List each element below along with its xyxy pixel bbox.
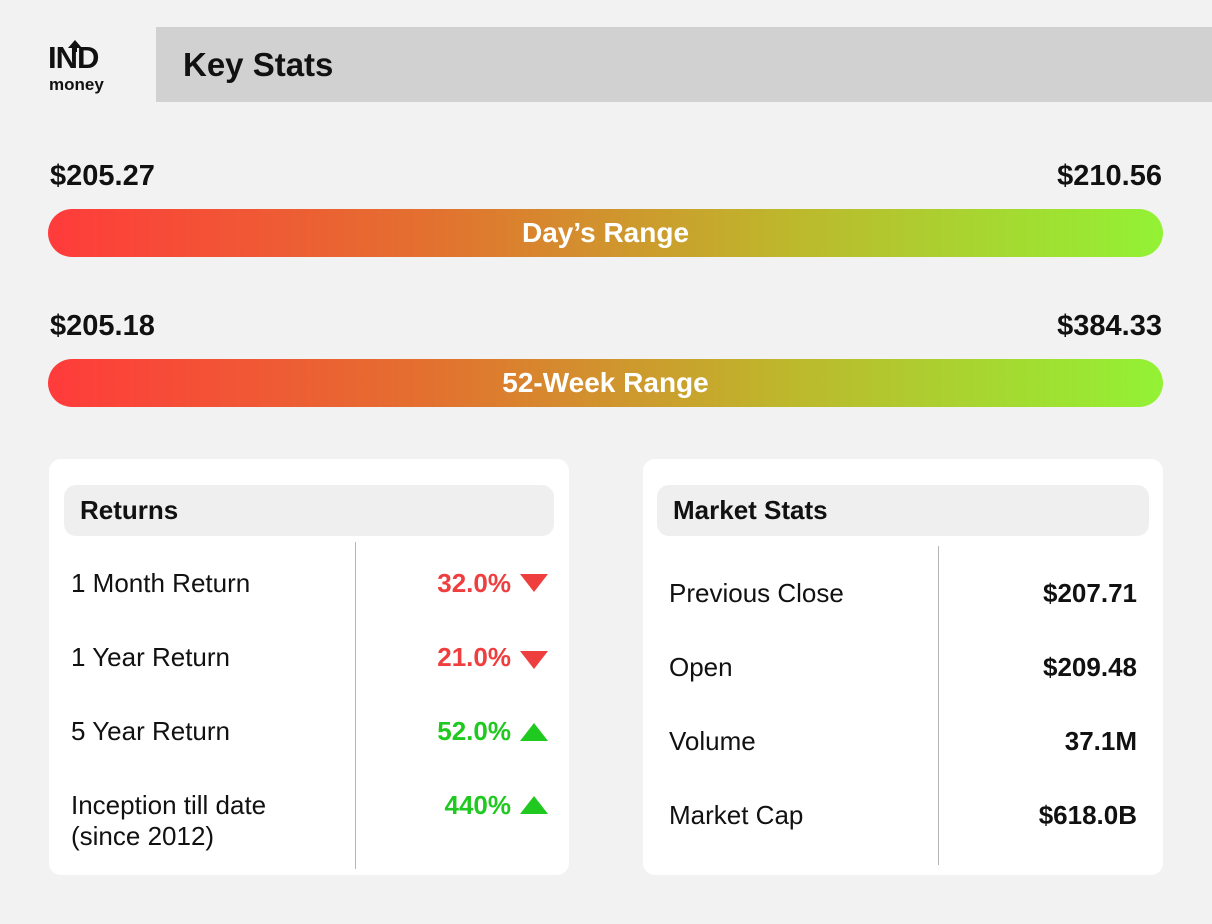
returns-divider: [355, 542, 356, 869]
days-range-label: Day’s Range: [521, 217, 690, 248]
returns-row-value: 32.0%: [437, 568, 511, 598]
returns-header: Returns: [64, 485, 554, 536]
market-stats-row-label: Previous Close: [669, 578, 844, 608]
arrow-up-icon: [68, 40, 82, 52]
returns-row-label: Inception till date: [71, 790, 267, 820]
days-range-high: $210.56: [1057, 160, 1162, 192]
market-stats-row-label: Open: [669, 652, 733, 682]
returns-row-sublabel: (since 2012): [71, 821, 215, 851]
returns-row-value: 21.0%: [437, 642, 511, 672]
logo-wordmark-bottom: money: [49, 75, 104, 94]
market-stats-row-label: Volume: [669, 726, 756, 756]
returns-row-value: 52.0%: [437, 716, 511, 746]
market-stats-card: Market Stats Previous Close $207.71 Open…: [643, 459, 1163, 875]
market-stats-divider: [938, 546, 939, 865]
week52-range-bar: 52-Week Range: [48, 359, 1163, 407]
returns-title: Returns: [80, 495, 179, 525]
market-stats-title: Market Stats: [673, 495, 828, 525]
returns-card: Returns 1 Month Return 32.0% 1 Year Retu…: [49, 459, 569, 875]
returns-row-label: 1 Year Return: [71, 642, 231, 672]
header-bar: Key Stats: [156, 27, 1212, 102]
returns-row-label: 1 Month Return: [71, 568, 251, 598]
triangle-down-icon: [520, 651, 548, 669]
week52-range-label: 52-Week Range: [502, 367, 709, 398]
returns-row-label: 5 Year Return: [71, 716, 231, 746]
triangle-up-icon: [520, 796, 548, 814]
market-stats-row-value: $618.0B: [1038, 800, 1137, 830]
triangle-down-icon: [520, 574, 548, 592]
week52-range-high: $384.33: [1057, 310, 1162, 342]
market-stats-row-value: $207.71: [1043, 578, 1137, 608]
page-title: Key Stats: [183, 46, 334, 83]
market-stats-row-value: 37.1M: [1064, 726, 1137, 756]
indmoney-logo: IND money: [48, 40, 118, 98]
market-stats-header: Market Stats: [657, 485, 1149, 536]
market-stats-row-value: $209.48: [1043, 652, 1137, 682]
days-range-bar: Day’s Range: [48, 209, 1163, 257]
market-stats-row-label: Market Cap: [669, 800, 804, 830]
days-range-low: $205.27: [50, 160, 155, 192]
week52-range-low: $205.18: [50, 310, 155, 342]
triangle-up-icon: [520, 723, 548, 741]
returns-row-value: 440%: [444, 790, 512, 820]
